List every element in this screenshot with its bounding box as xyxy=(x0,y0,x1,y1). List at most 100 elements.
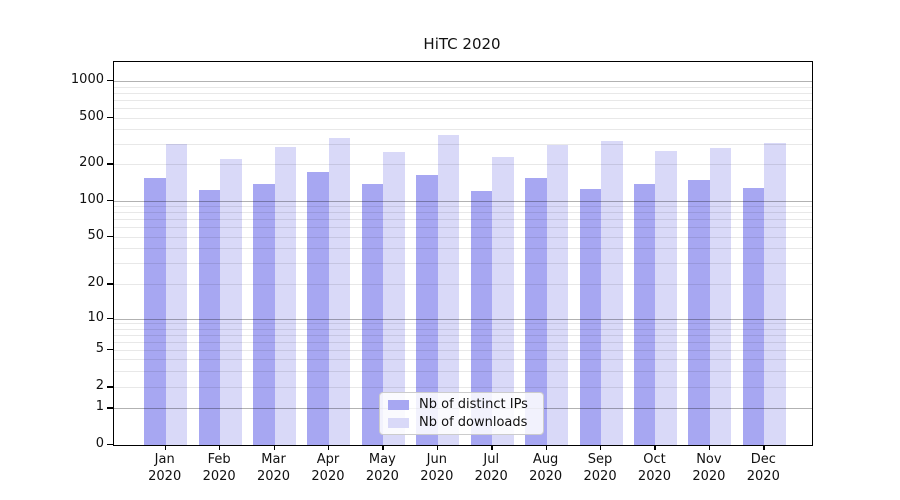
bar-distinct-ips xyxy=(470,191,493,445)
gridline-minor xyxy=(114,129,812,131)
gridline-minor xyxy=(114,227,812,229)
x-month-label: Dec xyxy=(750,452,776,467)
bar-downloads xyxy=(709,148,732,445)
gridline-minor xyxy=(114,263,812,265)
legend-label-downloads: Nb of downloads xyxy=(419,415,528,430)
gridline-minor xyxy=(114,248,812,250)
x-year-label: 2020 xyxy=(583,469,617,484)
bar-distinct-ips xyxy=(742,187,765,445)
gridline-minor xyxy=(114,328,812,330)
x-tick-mark xyxy=(219,445,221,450)
x-tick-mark xyxy=(545,445,547,450)
chart-title: HiTC 2020 xyxy=(423,35,501,53)
x-tick-mark xyxy=(327,445,330,450)
y-tick-mark xyxy=(107,80,113,82)
x-year-label: 2020 xyxy=(256,469,291,484)
bar-downloads xyxy=(165,143,188,445)
legend: Nb of distinct IPs Nb of downloads xyxy=(379,392,544,435)
bar-distinct-ips xyxy=(253,183,275,445)
bar-distinct-ips xyxy=(307,172,329,445)
gridline-minor xyxy=(114,117,812,119)
bar-distinct-ips xyxy=(144,177,166,445)
bar-downloads xyxy=(546,144,569,445)
x-month-label: Sep xyxy=(587,452,613,467)
bar-downloads xyxy=(655,150,677,445)
x-month-label: Jan xyxy=(154,452,175,467)
bar-downloads xyxy=(274,146,297,445)
y-tick-mark xyxy=(107,200,113,202)
gridline-minor xyxy=(114,92,812,94)
gridline-minor xyxy=(114,341,812,343)
bar-downloads xyxy=(328,137,351,445)
y-tick-mark xyxy=(107,116,113,118)
gridline-minor xyxy=(114,370,812,372)
gridline-minor xyxy=(114,108,812,110)
bar-downloads xyxy=(383,152,405,445)
x-tick-mark xyxy=(436,445,439,450)
bar-downloads xyxy=(764,143,786,445)
x-year-label: 2020 xyxy=(692,469,726,484)
gridline-minor xyxy=(114,99,812,101)
legend-item-downloads: Nb of downloads xyxy=(388,415,535,430)
gridline-minor xyxy=(114,206,812,208)
x-year-label: 2020 xyxy=(420,469,454,484)
gridline-minor xyxy=(114,334,812,336)
legend-swatch-distinct-ips xyxy=(388,399,409,410)
x-month-label: Jul xyxy=(483,452,500,467)
x-tick-mark xyxy=(382,445,384,450)
legend-item-distinct-ips: Nb of distinct IPs xyxy=(388,397,535,412)
y-tick-mark xyxy=(107,317,113,319)
x-year-label: 2020 xyxy=(637,469,672,484)
x-tick-mark xyxy=(600,445,602,450)
y-tick-label: 0 xyxy=(95,436,104,451)
x-tick-mark xyxy=(273,445,275,450)
x-year-label: 2020 xyxy=(365,469,399,484)
gridline-minor xyxy=(114,86,812,88)
gridline-minor xyxy=(114,284,812,286)
x-month-label: Jun xyxy=(426,452,447,467)
x-tick-mark xyxy=(763,445,765,450)
y-tick-mark xyxy=(107,407,113,409)
x-year-label: 2020 xyxy=(311,469,345,484)
gridline-minor xyxy=(114,164,812,166)
gridline-major xyxy=(114,318,812,320)
gridline-major xyxy=(114,201,812,202)
x-tick-mark xyxy=(164,445,166,450)
bar-distinct-ips xyxy=(688,180,710,445)
legend-label-distinct-ips: Nb of distinct IPs xyxy=(419,397,528,412)
gridline-minor xyxy=(114,349,812,351)
gridline-minor xyxy=(114,358,812,360)
gridline-minor xyxy=(114,212,812,214)
bar-distinct-ips xyxy=(525,178,547,445)
x-month-label: Mar xyxy=(261,452,286,467)
y-tick-mark xyxy=(107,283,113,285)
y-tick-label: 200 xyxy=(79,155,104,171)
x-month-label: Oct xyxy=(643,452,666,467)
bar-downloads xyxy=(601,141,623,445)
y-tick-mark xyxy=(107,386,113,388)
gridline-minor xyxy=(114,236,812,238)
gridline-major xyxy=(114,81,812,82)
y-tick-label: 5 xyxy=(95,340,104,356)
y-tick-label: 20 xyxy=(87,275,104,291)
gridline-minor xyxy=(114,143,812,145)
y-tick-label: 1 xyxy=(95,399,104,415)
x-year-label: 2020 xyxy=(202,469,236,484)
x-tick-mark xyxy=(491,445,493,450)
x-month-label: Nov xyxy=(696,452,722,467)
x-month-label: Aug xyxy=(532,452,559,467)
x-tick-mark xyxy=(708,445,711,450)
x-year-label: 2020 xyxy=(746,469,780,484)
x-month-label: May xyxy=(368,452,396,467)
x-year-label: 2020 xyxy=(474,469,508,484)
y-tick-mark xyxy=(107,348,113,350)
plot-area xyxy=(113,61,813,446)
x-month-label: Feb xyxy=(207,452,231,467)
bar-distinct-ips xyxy=(579,188,602,445)
x-year-label: 2020 xyxy=(148,469,182,484)
y-tick-label: 500 xyxy=(79,108,104,124)
gridline-minor xyxy=(114,387,812,389)
y-tick-label: 2 xyxy=(95,378,104,394)
x-month-label: Apr xyxy=(316,452,340,467)
